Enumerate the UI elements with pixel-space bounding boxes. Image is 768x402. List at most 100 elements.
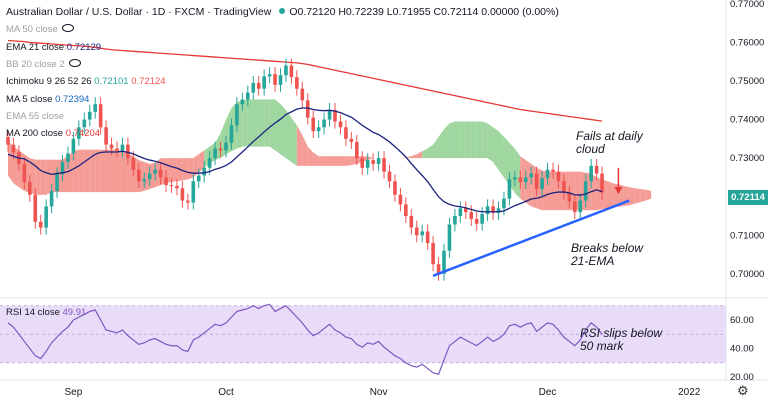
symbol-title: Australian Dollar / U.S. Dollar · 1D · F… (6, 6, 272, 18)
candle-body (442, 250, 446, 274)
candle-body (33, 194, 38, 222)
legend-ichimoku-v2: 0.72124 (131, 76, 166, 87)
ichimoku-cloud-segment (460, 121, 466, 159)
price-tick-label: 0.77000 (730, 0, 764, 10)
ichimoku-cloud-segment (422, 148, 428, 159)
candle-body (229, 125, 234, 143)
candle-body (436, 264, 441, 274)
legend-ma200[interactable]: MA 200 close 0.74204 (6, 128, 100, 139)
ichimoku-cloud-segment (493, 127, 499, 170)
candle-body (518, 177, 523, 183)
ichimoku-cloud-segment (296, 125, 303, 166)
legend-rsi[interactable]: RSI 14 close 49.91 (6, 307, 86, 318)
candle-body (224, 142, 228, 151)
ichimoku-cloud-segment (155, 158, 161, 188)
ichimoku-cloud-segment (182, 158, 188, 181)
candle-body (355, 141, 359, 159)
candle-body (142, 179, 147, 182)
ichimoku-cloud-segment (449, 121, 455, 159)
legend-ma50[interactable]: MA 50 close (6, 24, 74, 35)
candle-body (115, 148, 119, 151)
ichimoku-cloud-segment (111, 149, 117, 193)
annotation-rsi: RSI slips below (580, 326, 663, 340)
candle-body (289, 65, 294, 78)
candle-body (28, 182, 32, 195)
ichimoku-cloud-segment (166, 158, 172, 184)
legend-ema21-value: 0.72129 (66, 42, 102, 53)
candle-body (589, 165, 593, 182)
legend-ma5-label: MA 5 close (6, 94, 53, 105)
candle-body (578, 200, 583, 213)
rsi-tick-label: 40.00 (730, 344, 754, 355)
ichimoku-cloud-segment (280, 104, 286, 159)
candle-body (371, 160, 375, 164)
candle-body (131, 158, 136, 170)
candle-body (180, 188, 185, 201)
legend-ichimoku[interactable]: Ichimoku 9 26 52 26 0.72101 0.72124 (6, 76, 166, 87)
rsi-tick-label: 20.00 (730, 372, 754, 383)
ohlc-values: O0.72120 H0.72239 L0.71955 C0.72114 0.00… (289, 6, 559, 18)
candle-body (213, 148, 217, 159)
candle-body (551, 169, 555, 172)
ichimoku-cloud-segment (487, 123, 494, 162)
candle-body (93, 104, 97, 112)
eye-hidden-icon[interactable] (61, 24, 74, 32)
candle-body (98, 104, 103, 128)
candle-body (251, 82, 256, 93)
candle-body (573, 201, 577, 213)
legend-ema21[interactable]: EMA 21 close 0.72129 (6, 42, 101, 53)
legend-ema55[interactable]: EMA 55 close (6, 111, 64, 122)
support-trendline (432, 199, 630, 277)
candle-body (556, 171, 561, 182)
ichimoku-cloud-segment (313, 152, 319, 166)
candle-body (256, 82, 261, 89)
time-tick-label: 2022 (678, 387, 701, 398)
ichimoku-cloud-segment (78, 149, 85, 193)
eye-hidden-icon[interactable] (68, 59, 81, 67)
candle-body (311, 117, 315, 132)
ichimoku-cloud-segment (640, 189, 646, 203)
gear-icon[interactable]: ⚙ (737, 383, 749, 398)
time-tick-label: Nov (370, 387, 388, 398)
ichimoku-cloud-segment (416, 151, 423, 159)
candle-body (109, 144, 114, 149)
candle-body (300, 88, 305, 101)
candle-body (507, 179, 512, 199)
candle-body (338, 121, 343, 128)
ichimoku-cloud-segment (220, 119, 226, 159)
ichimoku-cloud-segment (84, 149, 90, 193)
candle-body (349, 138, 354, 142)
legend-ichimoku-label: Ichimoku 9 26 52 26 (6, 76, 92, 87)
candle-body (534, 173, 539, 189)
legend-ma5-value: 0.72394 (55, 94, 90, 105)
legend-ma5[interactable]: MA 5 close 0.72394 (6, 94, 89, 105)
down-arrow-head (614, 187, 623, 194)
ichimoku-cloud-segment (73, 149, 79, 193)
candle-body (66, 153, 70, 162)
candle-body (137, 169, 141, 182)
candle-body (240, 99, 245, 105)
ichimoku-cloud-segment (444, 123, 450, 159)
candle-body (55, 174, 59, 191)
ichimoku-cloud-segment (40, 159, 47, 195)
candle-body (376, 158, 381, 164)
candle-body (169, 185, 174, 187)
price-tick-label: 0.75000 (730, 76, 764, 87)
candle-body (360, 158, 365, 168)
ichimoku-cloud-segment (100, 149, 107, 193)
current-price-tag: 0.72114 (728, 190, 768, 205)
candle-body (6, 136, 10, 145)
candle-body (316, 127, 321, 132)
ichimoku-cloud-segment (171, 158, 177, 183)
ichimoku-cloud-segment (607, 181, 613, 209)
ichimoku-cloud-segment (247, 99, 254, 147)
legend-bb20[interactable]: BB 20 close 2 (6, 59, 81, 70)
candle-body (431, 243, 435, 265)
ichimoku-cloud-segment (285, 109, 292, 162)
ichimoku-cloud-segment (187, 158, 194, 180)
price-tick-label: 0.74000 (730, 115, 764, 126)
candle-body (49, 190, 54, 207)
candle-body (562, 181, 566, 193)
ichimoku-cloud-segment (291, 117, 297, 166)
